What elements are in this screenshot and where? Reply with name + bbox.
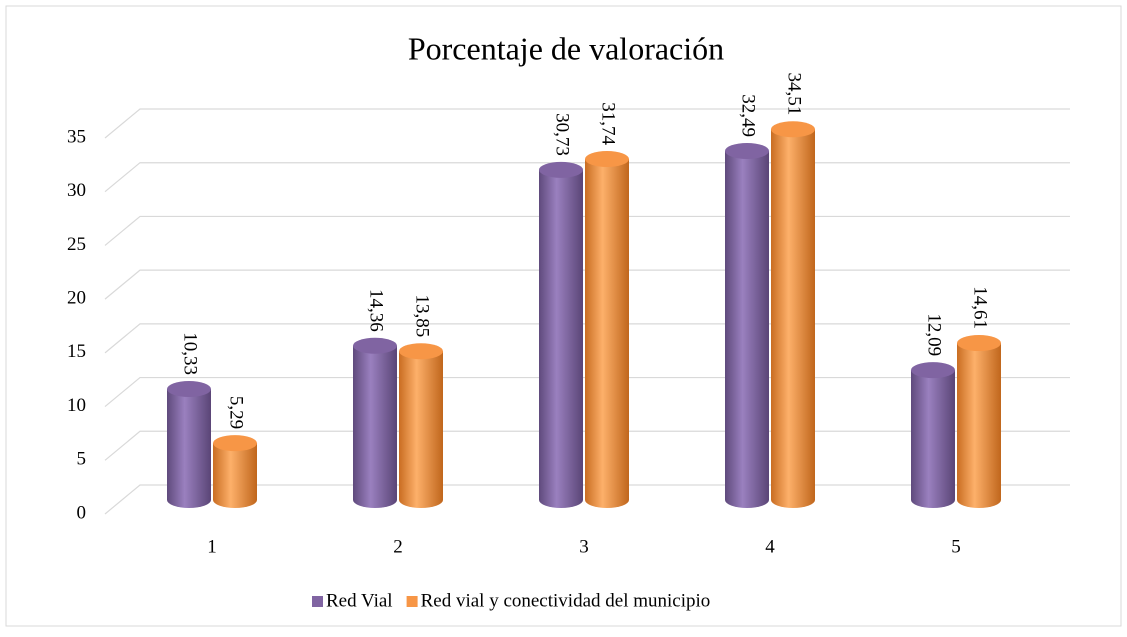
bar-part — [771, 129, 815, 508]
x-tick-label: 4 — [765, 536, 775, 557]
bar-part — [399, 343, 443, 360]
data-label: 14,61 — [970, 286, 991, 329]
y-tick-label: 15 — [67, 341, 86, 362]
data-label: 30,73 — [552, 113, 573, 156]
legend-label: Red vial y conectividad del municipio — [421, 590, 711, 611]
y-tick-label: 0 — [77, 502, 87, 523]
y-tick-label: 25 — [67, 234, 86, 255]
bar-part — [167, 381, 211, 398]
legend-label: Red Vial — [326, 590, 393, 611]
data-label: 10,33 — [180, 332, 201, 375]
x-tick-label: 1 — [207, 536, 217, 557]
bar-part — [213, 443, 257, 508]
data-label: 5,29 — [226, 396, 247, 429]
bar — [725, 142, 769, 508]
y-tick-label: 10 — [67, 395, 86, 416]
grid-line — [104, 108, 1070, 139]
bar-part — [725, 150, 769, 508]
data-label: 34,51 — [784, 73, 805, 116]
bar-part — [585, 151, 629, 168]
legend-swatch — [312, 596, 323, 607]
legend-swatch — [406, 596, 418, 607]
bar-part — [585, 159, 629, 508]
bar-part — [911, 370, 955, 508]
data-label: 12,09 — [924, 313, 945, 356]
y-tick-label: 20 — [67, 288, 86, 309]
data-label: 14,36 — [366, 289, 387, 332]
bar — [539, 161, 583, 508]
bar-part — [213, 435, 257, 452]
bar — [771, 121, 815, 508]
bar — [213, 435, 257, 508]
x-tick-label: 3 — [579, 536, 589, 557]
y-tick-label: 30 — [67, 180, 86, 201]
bar — [585, 151, 629, 508]
x-tick-label: 5 — [951, 536, 961, 557]
bar-part — [539, 161, 583, 178]
y-tick-label: 35 — [67, 126, 86, 147]
bar — [167, 381, 211, 508]
bar-part — [353, 337, 397, 354]
data-label: 31,74 — [598, 102, 619, 145]
bar — [399, 343, 443, 508]
bar-part — [771, 121, 815, 138]
y-tick-label: 5 — [77, 449, 87, 470]
bar-part — [167, 389, 211, 508]
data-label: 13,85 — [412, 294, 433, 337]
bar-part — [957, 335, 1001, 352]
data-label: 32,49 — [738, 94, 759, 137]
bar-part — [539, 169, 583, 508]
x-tick-label: 2 — [393, 536, 403, 557]
bar-part — [911, 362, 955, 379]
bar — [957, 335, 1001, 508]
bar-part — [353, 345, 397, 508]
bar-part — [725, 142, 769, 159]
bar-part — [957, 343, 1001, 508]
bar — [353, 337, 397, 508]
chart-title: Porcentaje de valoración — [408, 30, 724, 66]
bar-part — [399, 351, 443, 508]
bar — [911, 362, 955, 508]
